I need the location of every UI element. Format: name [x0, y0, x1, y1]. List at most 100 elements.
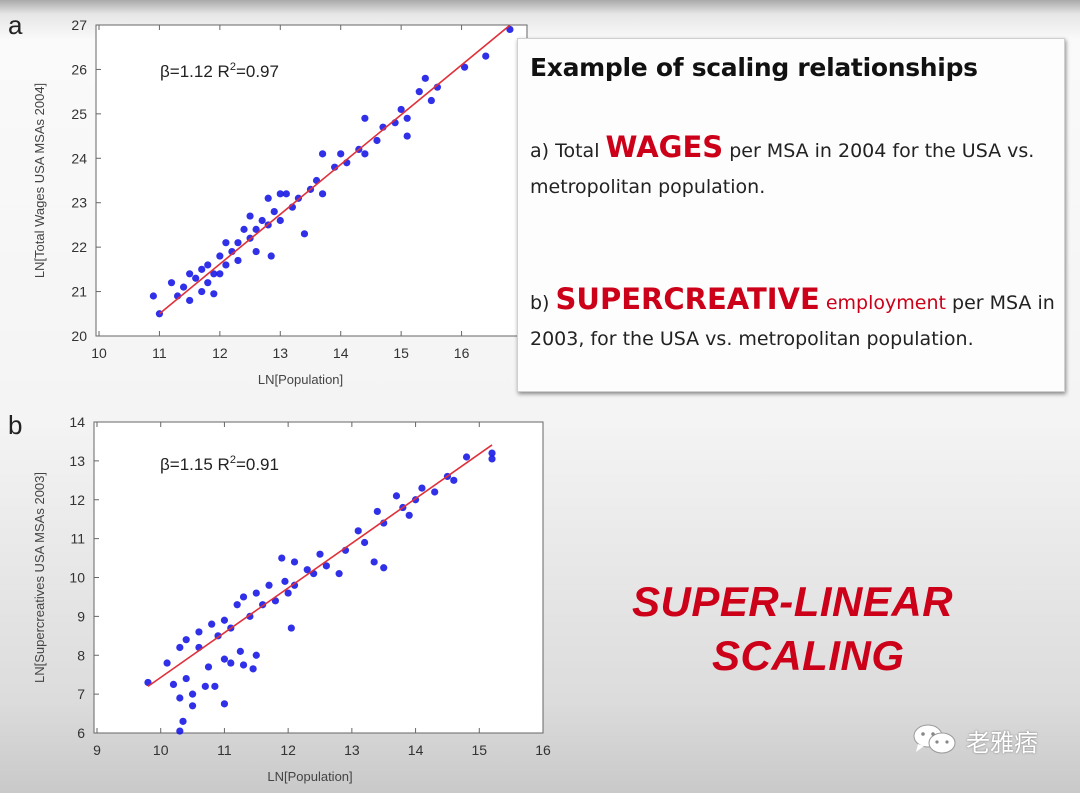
- data-point: [167, 279, 176, 287]
- fit-line: [158, 24, 511, 315]
- data-point: [380, 564, 388, 572]
- data-point: [303, 566, 311, 574]
- data-point: [188, 690, 197, 698]
- data-point: [278, 554, 286, 562]
- r2-value: =0.91: [236, 455, 279, 474]
- y-tick-label: 21: [71, 284, 87, 300]
- x-tick-label: 12: [212, 345, 228, 361]
- data-point: [195, 628, 203, 636]
- textbox-title: Example of scaling relationships: [530, 53, 978, 82]
- data-point: [204, 261, 212, 269]
- data-point: [236, 647, 244, 655]
- data-point: [373, 507, 381, 516]
- data-point: [179, 717, 187, 725]
- data-point: [249, 665, 257, 673]
- r2-label: R: [218, 455, 230, 474]
- data-point: [488, 449, 496, 457]
- beta-value: β=1.12: [160, 62, 218, 81]
- data-point: [201, 682, 209, 690]
- stat-annotation: β=1.15 R2=0.91: [160, 454, 279, 474]
- stat-annotation: β=1.12 R2=0.97: [160, 61, 279, 81]
- x-tick-label: 14: [333, 345, 349, 361]
- x-tick-label: 12: [280, 742, 296, 758]
- data-point: [222, 239, 230, 247]
- para-b-rest: per MSA in 2003, for the USA vs. metropo…: [530, 292, 1055, 350]
- data-point: [267, 252, 275, 260]
- data-point: [163, 659, 171, 667]
- data-point: [403, 132, 411, 140]
- data-point: [418, 484, 426, 492]
- data-point: [318, 190, 327, 198]
- y-tick-label: 24: [71, 150, 87, 166]
- slogan-line-2: SCALING: [712, 632, 905, 679]
- data-point: [198, 265, 206, 273]
- data-point: [180, 283, 188, 291]
- x-tick-label: 11: [152, 345, 167, 361]
- data-point: [149, 292, 157, 300]
- y-tick-label: 9: [77, 608, 85, 624]
- data-point: [220, 655, 229, 663]
- data-point: [361, 114, 369, 122]
- y-tick-label: 10: [69, 570, 85, 586]
- y-tick-label: 20: [71, 328, 87, 344]
- data-point: [421, 74, 429, 82]
- para-a-prefix: a) Total: [530, 140, 600, 162]
- y-tick-label: 7: [77, 686, 85, 702]
- y-axis-label: LN[Total Wages USA MSAs 2004]: [32, 83, 47, 278]
- data-point: [397, 105, 405, 114]
- x-tick-label: 11: [217, 742, 232, 758]
- y-tick-label: 25: [71, 106, 87, 122]
- data-point: [270, 208, 278, 216]
- slogan-line-1: SUPER-LINEAR: [632, 578, 954, 625]
- data-point: [240, 225, 248, 233]
- description-textbox: Example of scaling relationships a) Tota…: [517, 38, 1065, 392]
- data-point: [287, 624, 295, 632]
- data-point: [403, 114, 411, 122]
- paragraph-a: a) Total WAGES per MSA in 2004 for the U…: [530, 129, 1060, 205]
- data-point: [198, 287, 206, 296]
- data-point: [318, 150, 327, 158]
- y-tick-label: 6: [77, 725, 85, 741]
- data-point: [234, 256, 242, 265]
- y-tick-label: 27: [71, 17, 87, 33]
- data-point: [427, 96, 435, 105]
- data-point: [276, 216, 284, 225]
- supercreative-highlight: SUPERCREATIVE: [555, 282, 820, 316]
- data-point: [211, 682, 219, 690]
- r2-exponent: 2: [230, 454, 236, 466]
- data-point: [252, 247, 260, 256]
- data-point: [264, 194, 272, 202]
- watermark-text: 老雅痞: [966, 729, 1038, 757]
- x-tick-label: 15: [471, 742, 487, 758]
- panel-label-b: b: [8, 410, 23, 440]
- x-tick-label: 14: [408, 742, 424, 758]
- panel-label-a: a: [8, 10, 23, 40]
- x-tick-label: 15: [393, 345, 409, 361]
- data-point: [204, 279, 212, 287]
- y-tick-label: 12: [69, 492, 85, 508]
- data-point: [300, 230, 309, 238]
- data-point: [460, 63, 469, 71]
- data-point: [316, 550, 324, 558]
- wechat-icon: [913, 724, 956, 754]
- data-point: [246, 212, 254, 220]
- r2-label: R: [218, 62, 230, 81]
- data-point: [276, 190, 284, 198]
- y-tick-label: 11: [70, 531, 85, 547]
- data-point: [322, 562, 330, 570]
- employment-word: employment: [825, 292, 946, 314]
- data-point: [354, 527, 362, 535]
- x-tick-label: 16: [535, 742, 551, 758]
- data-point: [405, 511, 413, 519]
- data-point: [186, 270, 194, 278]
- y-tick-label: 8: [77, 647, 85, 663]
- data-point: [373, 136, 381, 145]
- x-tick-label: 13: [344, 742, 360, 758]
- fit-line: [147, 444, 493, 688]
- data-point: [176, 727, 184, 735]
- data-point: [234, 239, 242, 247]
- y-tick-label: 22: [71, 239, 87, 255]
- x-tick-label: 16: [454, 345, 470, 361]
